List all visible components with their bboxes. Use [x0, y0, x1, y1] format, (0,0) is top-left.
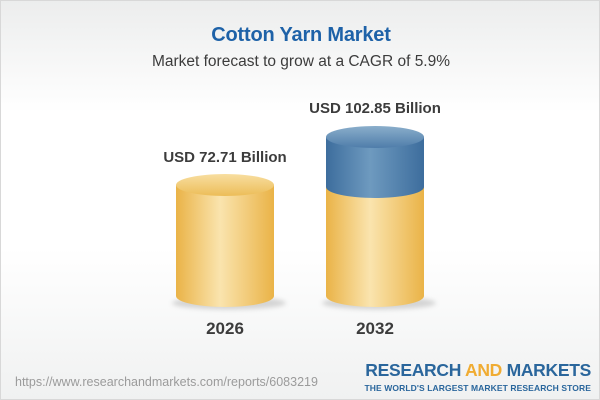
page-title: Cotton Yarn Market	[211, 24, 391, 46]
value-label-2032: USD 102.85 Billion	[309, 100, 441, 117]
value-label-2026: USD 72.71 Billion	[163, 149, 287, 166]
year-label-2032: 2032	[356, 319, 394, 338]
logo-word-and: AND	[464, 360, 502, 380]
cylinder-2026	[172, 174, 286, 310]
year-label-2026: 2026	[206, 319, 244, 338]
cylinder-2032-growth-segment	[326, 137, 424, 198]
logo-word-research: RESEARCH	[365, 360, 462, 380]
cylinder-2032-top	[326, 126, 424, 148]
cylinder-2026-top	[176, 174, 274, 196]
research-and-markets-logo: RESEARCH AND MARKETS THE WORLD'S LARGEST…	[364, 360, 592, 393]
logo-word-markets: MARKETS	[506, 360, 592, 380]
report-url[interactable]: https://www.researchandmarkets.com/repor…	[15, 375, 318, 389]
subtitle: Market forecast to grow at a CAGR of 5.9…	[151, 53, 451, 70]
logo-wordmark: RESEARCH AND MARKETS	[365, 360, 592, 380]
cylinder-2032-base-segment	[326, 187, 424, 307]
cylinder-2026-body	[176, 185, 274, 307]
logo-tagline: THE WORLD'S LARGEST MARKET RESEARCH STOR…	[364, 382, 591, 393]
cylinder-2032	[322, 126, 436, 310]
